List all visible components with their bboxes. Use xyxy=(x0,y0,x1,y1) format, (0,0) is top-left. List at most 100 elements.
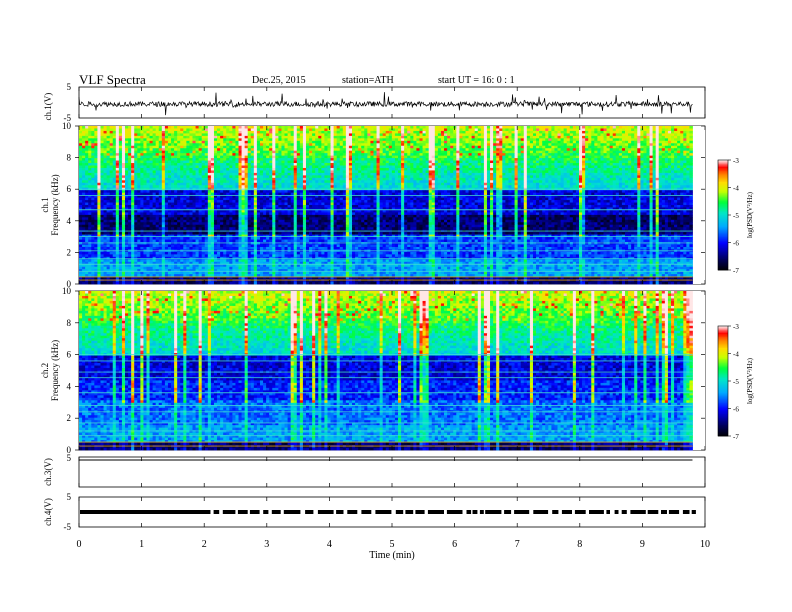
spectrogram-cell xyxy=(192,138,195,141)
spectrogram-cell xyxy=(349,143,352,146)
spectrogram-cell xyxy=(285,128,288,131)
spectrogram-cell xyxy=(576,131,579,134)
spectrogram-cell xyxy=(321,133,324,136)
spectrogram-cell xyxy=(413,141,416,144)
spectrogram-cell xyxy=(512,136,515,139)
spectrogram-cell xyxy=(545,151,548,154)
spectrogram-cell xyxy=(358,128,361,131)
spectrogram-cell xyxy=(153,131,156,134)
spectrogram-cell xyxy=(180,133,183,136)
spectrogram-cell xyxy=(493,131,496,134)
spectrogram-cell xyxy=(640,138,643,141)
spectrogram-cell xyxy=(318,161,321,164)
spectrogram-cell xyxy=(545,136,548,139)
spectrogram-cell xyxy=(610,141,613,144)
spectrogram-cell xyxy=(548,136,551,139)
spectrogram-cell xyxy=(570,141,573,144)
spectrogram-cell xyxy=(502,151,505,154)
spectrogram-cell xyxy=(266,156,269,159)
spectrogram-cell xyxy=(321,141,324,144)
spectrogram-cell xyxy=(493,161,496,164)
spectrogram-cell xyxy=(659,143,662,146)
spectrogram-cell xyxy=(88,156,91,159)
spectrogram-cell xyxy=(521,146,524,149)
spectrogram-cell xyxy=(665,138,668,141)
spectrogram-cell xyxy=(542,128,545,131)
spectrogram-cell xyxy=(582,136,585,139)
spectrogram-cell xyxy=(478,126,481,129)
spectrogram-cell xyxy=(502,128,505,131)
spectrogram-cell xyxy=(278,143,281,146)
spectrogram-cell xyxy=(389,131,392,134)
spectrogram-cell xyxy=(171,126,174,129)
spectrogram-cell xyxy=(242,133,245,136)
spectrogram-cell xyxy=(232,158,235,161)
spectrogram-cell xyxy=(361,151,364,154)
spectrogram-cell xyxy=(229,153,232,156)
spectrogram-cell xyxy=(146,133,149,136)
spectrogram-cell xyxy=(199,138,202,141)
spectrogram-cell xyxy=(542,148,545,151)
spectrogram-cell xyxy=(680,161,683,164)
spectrogram-cell xyxy=(235,131,238,134)
spectrogram-cell xyxy=(469,161,472,164)
spectrogram-cell xyxy=(607,143,610,146)
spectrogram-cell xyxy=(128,136,131,139)
spectrogram-cell xyxy=(558,153,561,156)
spectrogram-cell xyxy=(306,136,309,139)
spectrogram-cell xyxy=(94,158,97,161)
spectrogram-cell xyxy=(493,136,496,139)
spectrogram-cell xyxy=(404,131,407,134)
spectrogram-cell xyxy=(186,151,189,154)
spectrogram-cell xyxy=(285,156,288,159)
spectrogram-cell xyxy=(168,138,171,141)
spectrogram-cell xyxy=(668,133,671,136)
spectrogram-cell xyxy=(79,138,82,141)
spectrogram-cell xyxy=(306,146,309,149)
spectrogram-cell xyxy=(634,153,637,156)
spectrogram-cell xyxy=(567,151,570,154)
spectrogram-cell xyxy=(239,131,242,134)
spectrogram-cell xyxy=(573,156,576,159)
spectrogram-cell xyxy=(174,153,177,156)
spectrogram-cell xyxy=(85,138,88,141)
spectrogram-cell xyxy=(662,141,665,144)
spectrogram-cell xyxy=(487,151,490,154)
spectrogram-cell xyxy=(254,151,257,154)
spectrogram-cell xyxy=(177,138,180,141)
spectrogram-cell xyxy=(410,146,413,149)
spectrogram-cell xyxy=(150,141,153,144)
spectrogram-cell xyxy=(337,161,340,164)
spectrogram-cell xyxy=(263,133,266,136)
spectrogram-cell xyxy=(208,136,211,139)
spectrogram-cell xyxy=(340,156,343,159)
spectrogram-cell xyxy=(591,156,594,159)
spectrogram-cell xyxy=(665,141,668,144)
spectrogram-cell xyxy=(315,128,318,131)
spectrogram-cell xyxy=(291,131,294,134)
spectrogram-cell xyxy=(269,146,272,149)
spectrogram-cell xyxy=(202,136,205,139)
spectrogram-cell xyxy=(573,153,576,156)
spectrogram-cell xyxy=(278,151,281,154)
spectrogram-cell xyxy=(686,156,689,159)
spectrogram-cell xyxy=(579,146,582,149)
spectrogram-cell xyxy=(309,126,312,129)
spectrogram-cell xyxy=(85,141,88,144)
spectrogram-cell xyxy=(239,143,242,146)
spectrogram-cell xyxy=(659,148,662,151)
spectrogram-cell xyxy=(134,141,137,144)
spectrogram-cell xyxy=(585,131,588,134)
spectrogram-cell xyxy=(343,148,346,151)
spectrogram-cell xyxy=(438,131,441,134)
spectrogram-cell xyxy=(588,143,591,146)
spectrogram-cell xyxy=(490,151,493,154)
spectrogram-cell xyxy=(303,133,306,136)
spectrogram-cell xyxy=(499,143,502,146)
spectrogram-cell xyxy=(653,153,656,156)
spectrogram-cell xyxy=(472,141,475,144)
spectrogram-cell xyxy=(318,136,321,139)
spectrogram-cell xyxy=(423,158,426,161)
spectrogram-cell xyxy=(456,131,459,134)
spectrogram-cell xyxy=(156,151,159,154)
